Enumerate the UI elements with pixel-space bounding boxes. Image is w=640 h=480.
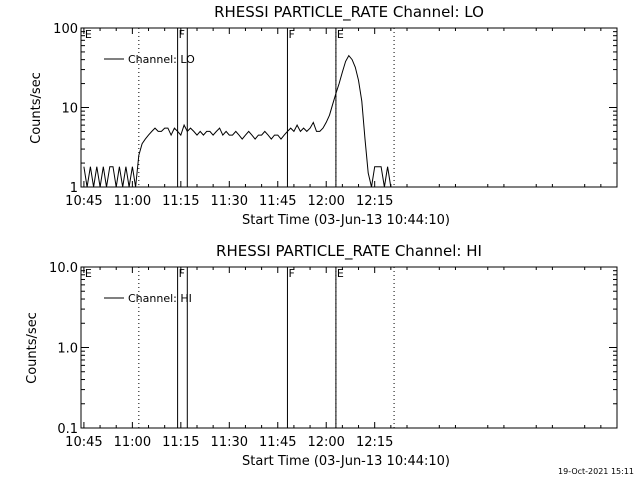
lo-x-tick-label: 12:15 — [356, 194, 393, 209]
lo-x-tick-label: 11:00 — [114, 194, 151, 209]
lo-channel-panel: RHESSI PARTICLE_RATE Channel: LO Counts/… — [29, 3, 618, 228]
lo-flag-label: E — [337, 28, 344, 41]
hi-y-tick-label: 10.0 — [49, 261, 78, 276]
hi-x-tick-label: 10:45 — [65, 435, 102, 450]
lo-x-axis-label: Start Time (03-Jun-13 10:44:10) — [242, 213, 450, 228]
lo-flag-label: E — [85, 28, 92, 41]
hi-x-tick-label: 11:15 — [162, 435, 199, 450]
hi-legend: Channel: HI — [104, 292, 192, 305]
lo-legend: Channel: LO — [104, 53, 195, 66]
hi-flag-label: E — [85, 267, 92, 280]
lo-flag-label: F — [179, 28, 185, 41]
hi-flag-label: E — [337, 267, 344, 280]
hi-chart-title: RHESSI PARTICLE_RATE Channel: HI — [216, 242, 482, 261]
hi-x-tick-label: 11:30 — [211, 435, 248, 450]
hi-y-axis-label: Counts/sec — [25, 312, 40, 384]
hi-channel-panel: RHESSI PARTICLE_RATE Channel: HI Counts/… — [25, 242, 618, 469]
lo-x-tick-label: 12:00 — [307, 194, 344, 209]
lo-y-tick-label: 1 — [70, 181, 78, 196]
lo-x-tick-label: 11:15 — [162, 194, 199, 209]
lo-x-tick-label: 11:45 — [259, 194, 296, 209]
hi-flag-label: F — [288, 267, 294, 280]
lo-y-tick-label: 10 — [61, 102, 78, 117]
hi-y-tick-label: 1.0 — [57, 342, 78, 357]
footer-timestamp: 19-Oct-2021 15:11 — [558, 467, 634, 476]
lo-flag-label: F — [288, 28, 294, 41]
hi-x-tick-label: 12:00 — [307, 435, 344, 450]
hi-x-tick-label: 11:45 — [259, 435, 296, 450]
hi-x-tick-label: 11:00 — [114, 435, 151, 450]
lo-legend-label: Channel: LO — [128, 53, 195, 66]
lo-x-tick-label: 10:45 — [65, 194, 102, 209]
hi-x-axis-label: Start Time (03-Jun-13 10:44:10) — [242, 454, 450, 469]
hi-legend-label: Channel: HI — [128, 292, 192, 305]
lo-series-line — [83, 54, 392, 188]
hi-flag-label: F — [179, 267, 185, 280]
lo-y-tick-label: 100 — [53, 22, 78, 37]
hi-x-tick-label: 12:15 — [356, 435, 393, 450]
lo-y-axis-label: Counts/sec — [29, 72, 44, 144]
hi-y-tick-label: 0.1 — [57, 422, 78, 437]
lo-x-tick-label: 11:30 — [211, 194, 248, 209]
lo-chart-title: RHESSI PARTICLE_RATE Channel: LO — [214, 3, 484, 22]
